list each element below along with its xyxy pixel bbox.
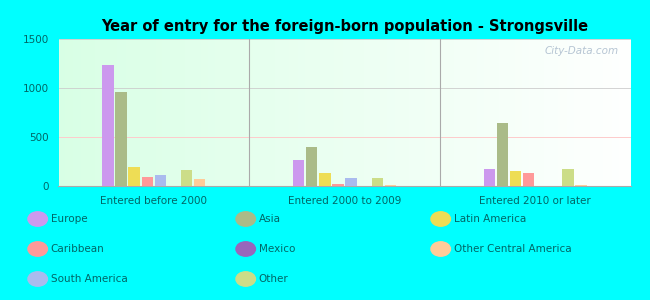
Bar xyxy=(575,185,587,186)
Bar xyxy=(562,169,574,186)
Bar xyxy=(484,169,495,186)
Bar xyxy=(142,177,153,186)
Bar xyxy=(523,173,534,186)
Text: Europe: Europe xyxy=(51,214,87,224)
Bar xyxy=(332,184,344,186)
Bar xyxy=(194,179,205,186)
Text: South America: South America xyxy=(51,274,127,284)
Bar xyxy=(181,170,192,186)
Bar xyxy=(115,92,127,186)
Text: Other: Other xyxy=(259,274,289,284)
Title: Year of entry for the foreign-born population - Strongsville: Year of entry for the foreign-born popul… xyxy=(101,19,588,34)
Text: City-Data.com: City-Data.com xyxy=(545,46,619,56)
Bar xyxy=(510,171,521,186)
Bar xyxy=(155,175,166,186)
Text: Latin America: Latin America xyxy=(454,214,526,224)
Bar xyxy=(372,178,383,186)
Bar xyxy=(306,147,317,186)
Bar xyxy=(385,185,396,186)
Bar xyxy=(497,123,508,186)
Text: Caribbean: Caribbean xyxy=(51,244,105,254)
Bar xyxy=(293,160,304,186)
Bar xyxy=(129,167,140,186)
Text: Other Central America: Other Central America xyxy=(454,244,571,254)
Bar xyxy=(102,65,114,186)
Bar xyxy=(345,178,357,186)
Text: Mexico: Mexico xyxy=(259,244,295,254)
Bar xyxy=(319,173,331,186)
Text: Asia: Asia xyxy=(259,214,281,224)
